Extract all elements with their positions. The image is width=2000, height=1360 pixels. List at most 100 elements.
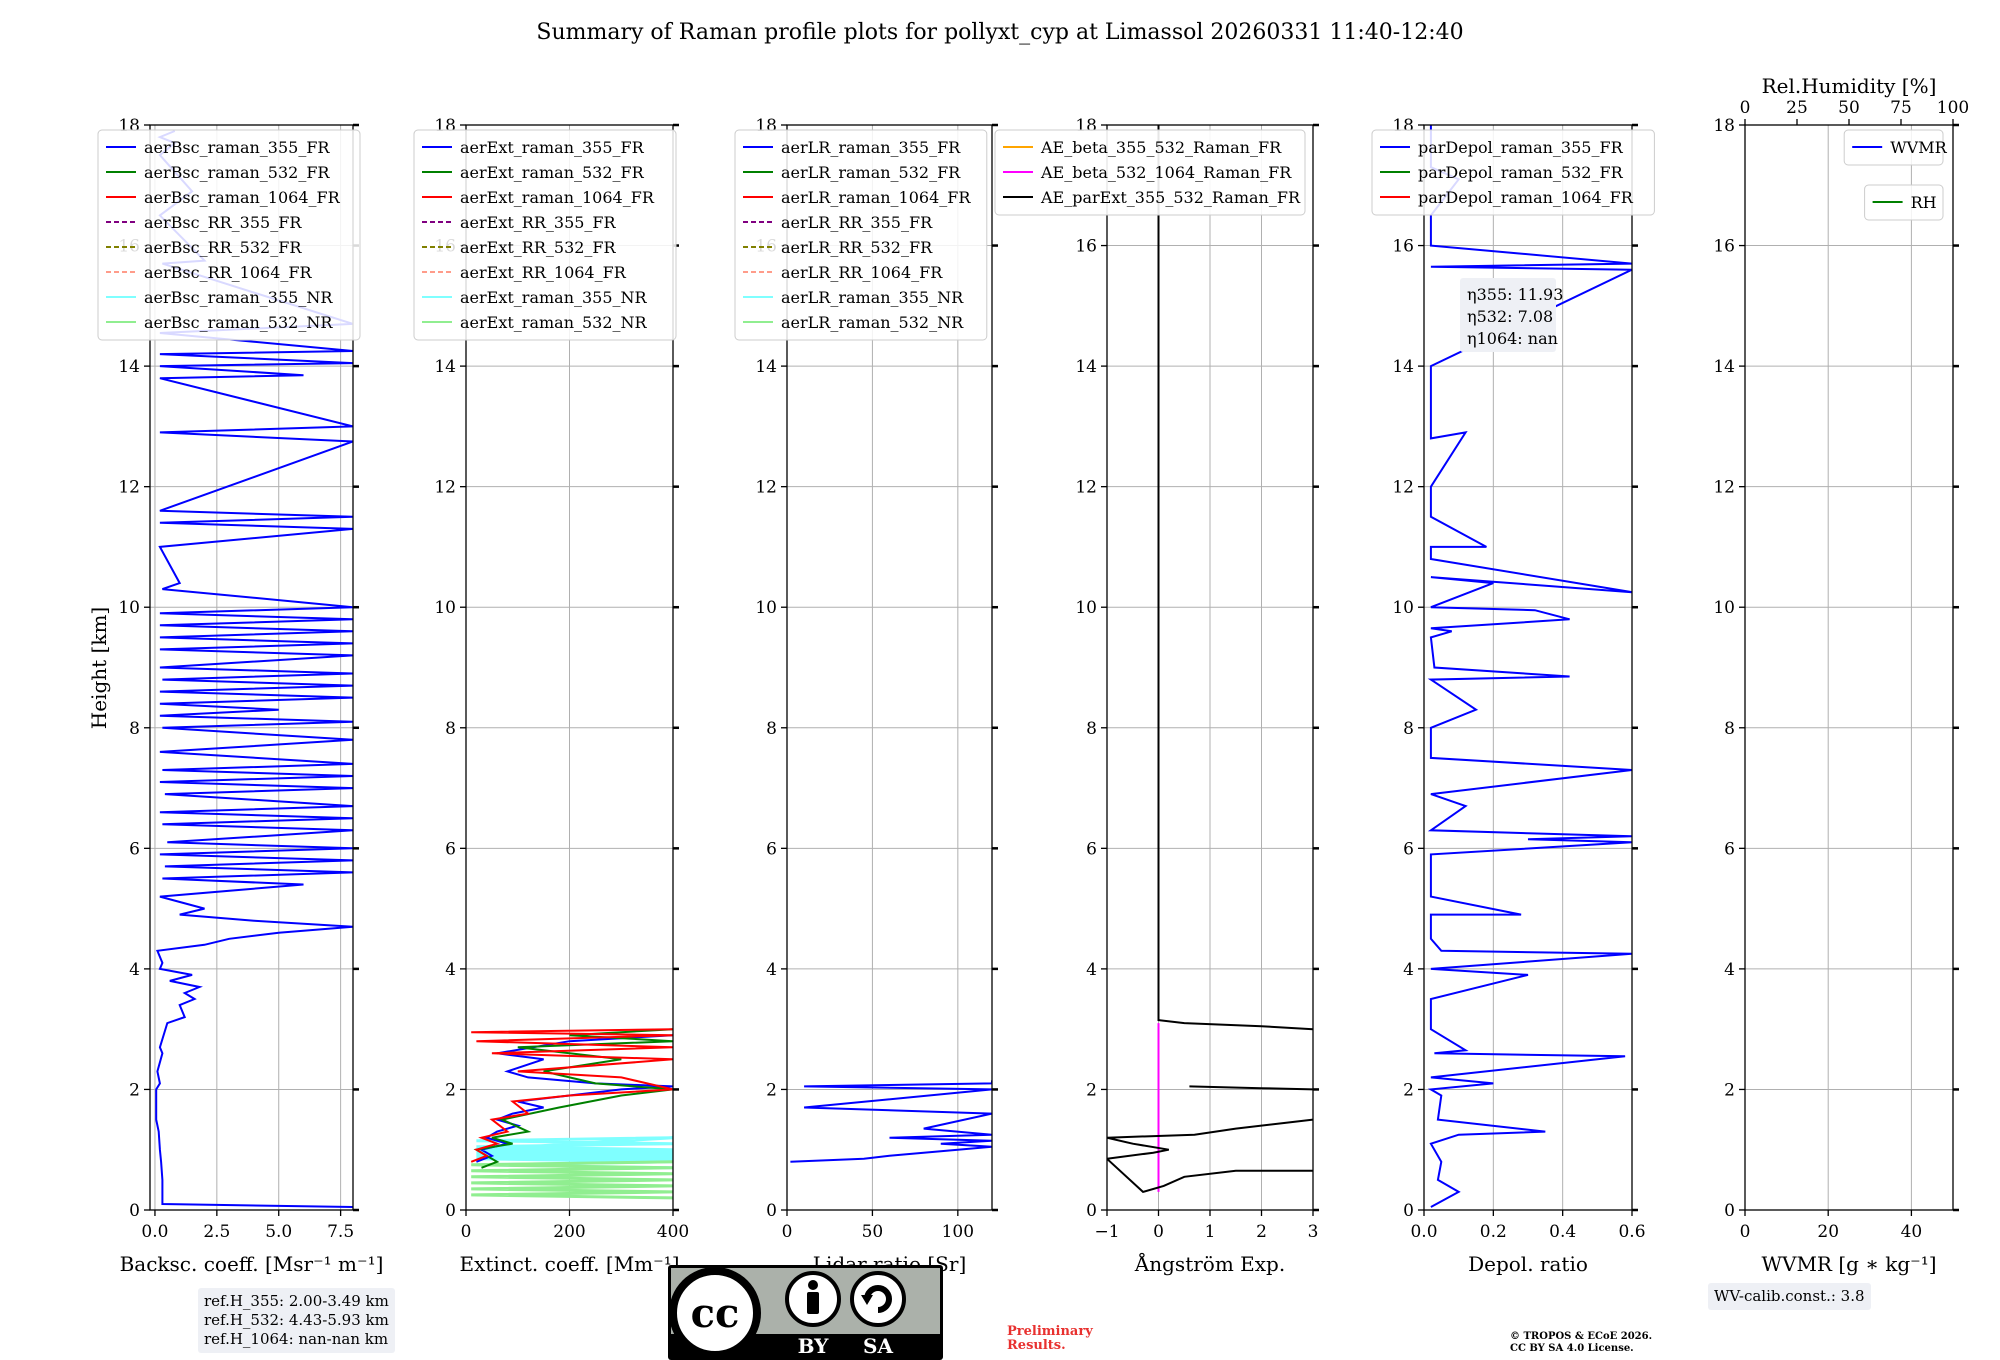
ytick-label: 12 [1713, 478, 1735, 498]
ytick-label: 10 [1713, 598, 1735, 618]
series-aerBsc_raman_355_FR [155, 130, 353, 1208]
ytick-label: 10 [434, 598, 456, 618]
legend-box [994, 129, 1306, 216]
xtick-label: 100 [942, 1222, 974, 1242]
legend-label: aerLR_RR_532_FR [781, 238, 933, 257]
series-AE_parExt_355_532_Raman_FR_b [1189, 1085, 1313, 1091]
legend-label: aerExt_raman_532_NR [460, 313, 648, 332]
xtick-label: 3 [1308, 1222, 1319, 1242]
legend-label: AE_beta_355_532_Raman_FR [1040, 138, 1282, 157]
ytick-label: 12 [1392, 478, 1414, 498]
legend-label: aerExt_raman_355_NR [460, 288, 648, 307]
ytick-label: 8 [1724, 719, 1735, 739]
series-aerExt_raman_532_NR [471, 1160, 673, 1200]
ytick-label: 14 [1392, 357, 1414, 377]
xtick-label: 0 [1740, 1222, 1751, 1242]
xtick-label: 400 [657, 1222, 689, 1242]
top-xaxis-label: Rel.Humidity [%] [1762, 74, 1937, 98]
ytick-label: 2 [1724, 1080, 1735, 1100]
ytick-label: 6 [129, 839, 140, 859]
legend-box [1864, 184, 1944, 221]
ytick-label: 8 [445, 719, 456, 739]
ytick-label: 16 [1075, 237, 1097, 257]
ytick-label: 0 [766, 1201, 777, 1221]
ytick-label: 6 [1724, 839, 1735, 859]
legend-label: aerLR_raman_532_NR [781, 313, 964, 332]
by-text: BY [798, 1334, 830, 1358]
ref-height-1064: ref.H_1064: nan-nan km [204, 1330, 389, 1348]
sa-icon [850, 1271, 906, 1327]
ytick-label: 2 [1403, 1080, 1414, 1100]
ytick-label: 2 [445, 1080, 456, 1100]
ytick-label: 14 [755, 357, 777, 377]
xtick-label: 50 [862, 1222, 884, 1242]
legend-label: aerLR_RR_355_FR [781, 213, 933, 232]
ytick-label: 14 [118, 357, 140, 377]
xtick-label: 0 [461, 1222, 472, 1242]
ytick-label: 4 [1403, 960, 1414, 980]
ytick-label: 2 [129, 1080, 140, 1100]
cc-circle [669, 1267, 761, 1359]
cc-text: cc [691, 1290, 740, 1337]
legend: RH [1864, 184, 1944, 221]
xtick-label: 20 [1817, 1222, 1839, 1242]
panel-lr: 024681012141618050100Lidar ratio [Sr]aer… [734, 116, 998, 1276]
sa-text: SA [863, 1334, 893, 1358]
ytick-label: 10 [118, 598, 140, 618]
legend: aerBsc_raman_355_FR aerBsc_raman_532_FRae… [97, 129, 361, 341]
legend-label: aerExt_raman_355_FR [460, 138, 645, 157]
cc-by-sa-badge: cc BY SA [668, 1265, 943, 1360]
ytick-label: 16 [1713, 237, 1735, 257]
eta-line: η355: 11.93 [1467, 285, 1563, 304]
eta-box [1460, 278, 1556, 352]
xtick-label: 0.0 [1410, 1222, 1437, 1242]
ytick-label: 8 [1086, 719, 1097, 739]
ytick-label: 8 [766, 719, 777, 739]
ytick-label: 0 [1403, 1201, 1414, 1221]
axes-frame [786, 124, 993, 1211]
legend: AE_beta_355_532_Raman_FR AE_beta_532_1064… [994, 129, 1306, 216]
legend-label: aerExt_RR_532_FR [460, 238, 617, 257]
xtick-label: 0 [782, 1222, 793, 1242]
xtick-label: 5.0 [265, 1222, 292, 1242]
ytick-label: 12 [1075, 478, 1097, 498]
xtick-label: 2 [1256, 1222, 1267, 1242]
ytick-label: 4 [1086, 960, 1097, 980]
ytick-label: 14 [434, 357, 456, 377]
legend-box [1843, 129, 1944, 166]
legend-label: aerLR_raman_355_NR [781, 288, 964, 307]
by-icon-body [807, 1292, 819, 1314]
legend-label: aerBsc_raman_1064_FR [144, 188, 341, 207]
ytick-label: 0 [445, 1201, 456, 1221]
axes-frame [1423, 124, 1633, 1211]
series-AE_parExt_355_532_Raman_FR [1107, 1118, 1313, 1194]
xtick-label: 40 [1901, 1222, 1923, 1242]
legend-label: aerExt_RR_355_FR [460, 213, 617, 232]
ytick-label: 6 [766, 839, 777, 859]
series-aerExt_raman_355_NR [476, 1136, 673, 1170]
xtick-label: 0.2 [1480, 1222, 1507, 1242]
ytick-label: 14 [1713, 357, 1735, 377]
legend-label: AE_beta_532_1064_Raman_FR [1040, 163, 1292, 182]
copyright-note: © TROPOS & ECoE 2026. CC BY SA 4.0 Licen… [1510, 1331, 1730, 1355]
ytick-label: 6 [1403, 839, 1414, 859]
preliminary-note: Preliminary Results. [1007, 1325, 1127, 1353]
ytick-label: 0 [1086, 1201, 1097, 1221]
series-parDepol_raman_355_FR [1427, 125, 1632, 1208]
ytick-label: 8 [1403, 719, 1414, 739]
ytick-label: 0 [1724, 1201, 1735, 1221]
ytick-label: 10 [1392, 598, 1414, 618]
legend-label: aerBsc_raman_532_NR [144, 313, 333, 332]
legend-label: WVMR [1890, 138, 1947, 157]
eta-annotation: η355: 11.93 η532: 7.08 η1064: nan [1460, 278, 1563, 352]
xtick-label: 1 [1205, 1222, 1216, 1242]
ytick-label: 12 [755, 478, 777, 498]
series-aerExt_raman_1064_FR [470, 1028, 673, 1163]
legend-label: aerBsc_RR_355_FR [144, 213, 302, 232]
legend-label: aerLR_RR_1064_FR [781, 263, 943, 282]
legend-label: aerExt_raman_532_FR [460, 163, 645, 182]
series-AE_parExt_355_532_Raman_FR_c [1157, 125, 1313, 1031]
xtick-label: 0.4 [1549, 1222, 1576, 1242]
